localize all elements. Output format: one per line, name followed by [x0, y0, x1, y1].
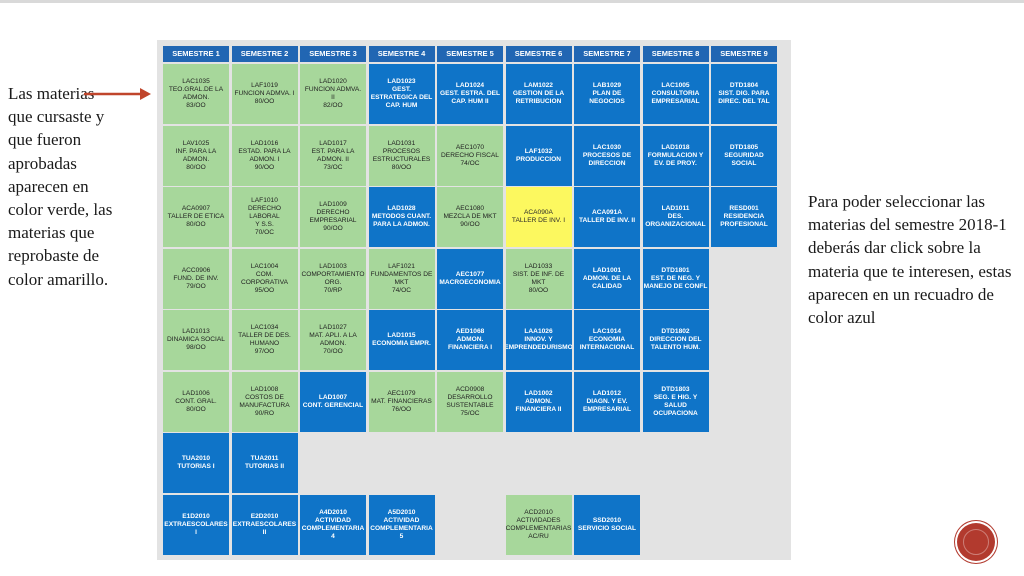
course-cell-blue[interactable]: DTD1801 EST. DE NEG. Y MANEJO DE CONFL — [642, 248, 709, 309]
course-cell-blue[interactable]: LAD1011 DES. ORGANIZACIONAL — [642, 187, 709, 247]
course-cell-green: LAF1019 FUNCION ADMVA. I 80/OO — [231, 64, 298, 124]
course-cell-green: LAV1025 INF. PARA LA ADMON. 80/OO — [163, 125, 229, 186]
course-cell-green: ACD0908 DESARROLLO SUSTENTABLE 75/OC — [437, 371, 503, 432]
course-cell-green: LAC1034 TALLER DE DES. HUMANO 97/OO — [231, 310, 298, 370]
course-cell-blue[interactable]: LAC1030 PROCESOS DE DIRECCION — [574, 125, 640, 186]
course-cell-blue[interactable]: AEC1077 MACROECONOMIA — [437, 248, 503, 309]
semester-header: SEMESTRE 2 — [231, 46, 298, 62]
course-cell-blue[interactable]: LAD1015 ECONOMIA EMPR. — [368, 310, 435, 370]
right-annotation-text: Para poder seleccionar las materias del … — [808, 192, 1012, 328]
course-cell-green: ACA0907 TALLER DE ETICA 80/OO — [163, 187, 229, 247]
course-cell-green: LAD1033 SIST. DE INF. DE MKT 80/OO — [505, 248, 572, 309]
course-cell-green: LAD1013 DINAMICA SOCIAL 98/OO — [163, 310, 229, 370]
course-cell-green: LAD1016 ESTAD. PARA LA ADMON. I 90/OO — [231, 125, 298, 186]
arrow-right-icon — [84, 88, 151, 100]
course-cell-blue[interactable]: LAB1029 PLAN DE NEGOCIOS — [574, 64, 640, 124]
course-cell-blue[interactable]: LAF1032 PRODUCCION — [505, 125, 572, 186]
course-cell-blue[interactable]: LAD1001 ADMON. DE LA CALIDAD — [574, 248, 640, 309]
semester-header: SEMESTRE 5 — [437, 46, 503, 62]
course-cell-green: LAD1008 COSTOS DE MANUFACTURA 90/RO — [231, 371, 298, 432]
course-cell-green: LAD1006 CONT. GRAL. 80/OO — [163, 371, 229, 432]
course-cell-green: LAF1021 FUNDAMENTOS DE MKT 74/OC — [368, 248, 435, 309]
course-cell-blue[interactable]: TUA2010 TUTORIAS I — [163, 433, 229, 493]
course-cell-green: LAD1003 COMPORTAMIENTO ORG. 70/RP — [300, 248, 366, 309]
course-cell-green: LAD1020 FUNCION ADMVA. II 82/OO — [300, 64, 366, 124]
course-cell-blue[interactable]: LAD1007 CONT. GERENCIAL — [300, 371, 366, 432]
course-cell-green: LAC1035 TEO.GRAL.DE LA ADMON. 83/OO — [163, 64, 229, 124]
course-cell-blue[interactable]: A4D2010 ACTIVIDAD COMPLEMENTARIA 4 — [300, 494, 366, 555]
course-cell-blue[interactable]: LAD1024 GEST. ESTRA. DEL CAP. HUM II — [437, 64, 503, 124]
course-cell-green: LAD1031 PROCESOS ESTRUCTURALES 80/OO — [368, 125, 435, 186]
course-cell-green: AEC1080 MEZCLA DE MKT 90/OO — [437, 187, 503, 247]
course-cell-blue[interactable]: RESD001 RESIDENCIA PROFESIONAL — [711, 187, 777, 247]
course-cell-blue[interactable]: E1D2010 EXTRAESCOLARES I — [163, 494, 229, 555]
course-cell-green: LAD1027 MAT. APLI. A LA ADMON. 70/OO — [300, 310, 366, 370]
semester-header: SEMESTRE 6 — [505, 46, 572, 62]
course-cell-blue[interactable]: LAD1002 ADMON. FINANCIERA II — [505, 371, 572, 432]
course-cell-blue[interactable]: LAD1018 FORMULACION Y EV. DE PROY. — [642, 125, 709, 186]
course-cell-blue[interactable]: LAD1023 GEST. ESTRATEGICA DEL CAP. HUM — [368, 64, 435, 124]
course-cell-blue[interactable]: DTD1804 SIST. DIG. PARA DIREC. DEL TAL — [711, 64, 777, 124]
course-cell-blue[interactable]: TUA2011 TUTORIAS II — [231, 433, 298, 493]
course-cell-green: LAD1009 DERECHO EMPRESARIAL 90/OO — [300, 187, 366, 247]
course-cell-blue[interactable]: DTD1805 SEGURIDAD SOCIAL — [711, 125, 777, 186]
semester-header: SEMESTRE 9 — [711, 46, 777, 62]
course-cell-blue[interactable]: AED1068 ADMON. FINANCIERA I — [437, 310, 503, 370]
course-cell-blue[interactable]: A5D2010 ACTIVIDAD COMPLEMENTARIA 5 — [368, 494, 435, 555]
course-cell-green: LAD1017 EST. PARA LA ADMON. II 73/OC — [300, 125, 366, 186]
semester-header: SEMESTRE 8 — [642, 46, 709, 62]
course-cell-blue[interactable]: LAA1026 INNOV. Y EMPRENDEDURISMO — [505, 310, 572, 370]
semester-header: SEMESTRE 1 — [163, 46, 229, 62]
course-cell-blue[interactable]: DTD1803 SEG. E HIG. Y SALUD OCUPACIONA — [642, 371, 709, 432]
course-cell-green: ACC0906 FUND. DE INV. 79/OO — [163, 248, 229, 309]
next-slide-button[interactable] — [957, 523, 995, 561]
course-cell-blue[interactable]: ACA091A TALLER DE INV. II — [574, 187, 640, 247]
left-annotation-text: Las materias que cursaste y que fueron a… — [8, 84, 113, 289]
course-cell-green: AEC1070 DERECHO FISCAL 74/OC — [437, 125, 503, 186]
semester-header: SEMESTRE 4 — [368, 46, 435, 62]
course-cell-green: LAF1010 DERECHO LABORAL Y S.S. 70/OC — [231, 187, 298, 247]
semester-header: SEMESTRE 7 — [574, 46, 640, 62]
circle-icon — [963, 529, 989, 555]
course-cell-blue[interactable]: LAD1012 DIAGN. Y EV. EMPRESARIAL — [574, 371, 640, 432]
course-cell-yellow: ACA090A TALLER DE INV. I — [505, 187, 572, 247]
course-cell-green: LAC1004 COM. CORPORATIVA 95/OO — [231, 248, 298, 309]
course-cell-blue[interactable]: E2D2010 EXTRAESCOLARES II — [231, 494, 298, 555]
semester-header: SEMESTRE 3 — [300, 46, 366, 62]
course-cell-blue[interactable]: LAC1014 ECONOMIA INTERNACIONAL — [574, 310, 640, 370]
course-cell-blue[interactable]: DTD1802 DIRECCION DEL TALENTO HUM. — [642, 310, 709, 370]
course-cell-green: AEC1079 MAT. FINANCIERAS 76/OO — [368, 371, 435, 432]
course-cell-blue[interactable]: SSD2010 SERVICIO SOCIAL — [574, 494, 640, 555]
course-cell-green: ACD2010 ACTIVIDADES COMPLEMENTARIAS AC/R… — [505, 494, 572, 555]
course-cell-blue[interactable]: LAC1005 CONSULTORIA EMPRESARIAL — [642, 64, 709, 124]
top-rule — [0, 0, 1024, 3]
course-cell-blue[interactable]: LAM1022 GESTION DE LA RETRIBUCION — [505, 64, 572, 124]
course-cell-blue[interactable]: LAD1028 METODOS CUANT. PARA LA ADMON. — [368, 187, 435, 247]
